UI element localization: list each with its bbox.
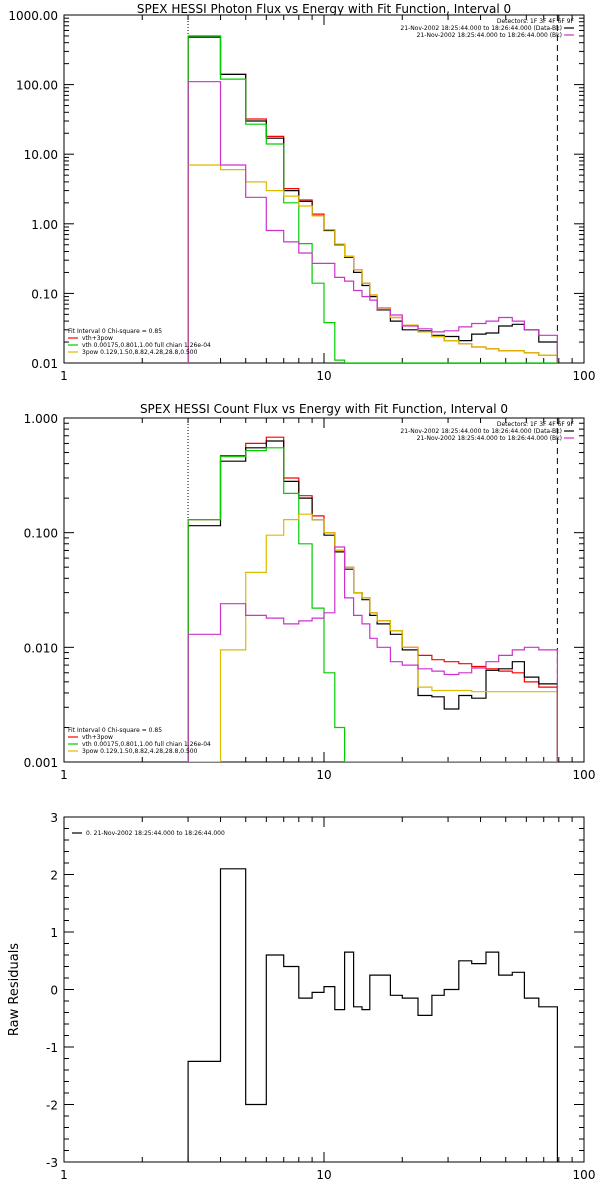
y-tick-label: -3 bbox=[46, 1156, 58, 1170]
y-tick-label: -1 bbox=[46, 1041, 58, 1055]
y-tick-label: 0.001 bbox=[24, 756, 58, 770]
series-data-bk bbox=[187, 36, 558, 363]
y-tick-label: 0 bbox=[50, 984, 58, 998]
legend-header: Fit Interval 0 Chi-square = 0.85 bbox=[68, 727, 162, 734]
series-bk bbox=[187, 81, 558, 363]
chart-title: SPEX HESSI Count Flux vs Energy with Fit… bbox=[140, 402, 508, 416]
series-vth bbox=[187, 447, 558, 762]
legend-entry-label: 3pow 0.129,1.50,8.82,4.28,28.8,0.500 bbox=[82, 748, 198, 755]
series-vth bbox=[187, 35, 558, 363]
series-vth-3pow bbox=[187, 436, 558, 762]
series-vth-3pow bbox=[187, 35, 558, 363]
chart-panel-1: SPEX HESSI Photon Flux vs Energy with Fi… bbox=[8, 2, 595, 383]
y-tick-label: 1000.00 bbox=[8, 9, 58, 23]
legend-header: Fit Interval 0 Chi-square = 0.85 bbox=[68, 328, 162, 335]
y-tick-label: 1 bbox=[50, 926, 58, 940]
y-tick-label: 0.010 bbox=[24, 641, 58, 655]
x-tick-label: 10 bbox=[316, 768, 331, 782]
legend-entry-label: vth 0.00175,0.801,1.00 full chian 1.26e-… bbox=[82, 741, 211, 748]
x-tick-label: 1 bbox=[60, 768, 68, 782]
x-tick-label: 100 bbox=[573, 768, 596, 782]
y-tick-label: 3 bbox=[50, 811, 58, 825]
plot-frame bbox=[63, 417, 585, 763]
series-data-bk bbox=[187, 440, 558, 762]
y-tick-label: 2 bbox=[50, 869, 58, 883]
chart-panel-2: SPEX HESSI Count Flux vs Energy with Fit… bbox=[24, 402, 596, 782]
y-tick-label: 0.10 bbox=[31, 287, 58, 301]
legend-entry-label: 21-Nov-2002 18:25:44.000 to 18:26:44.000… bbox=[400, 428, 562, 435]
legend-entry-label: 21-Nov-2002 18:25:44.000 to 18:26:44.000… bbox=[417, 435, 562, 442]
y-tick-label: 10.00 bbox=[24, 148, 58, 162]
series-3pow bbox=[187, 164, 558, 363]
y-tick-label: 0.01 bbox=[31, 357, 58, 371]
legend-header: Detectors: 1F 3F 4F 6F 9F bbox=[497, 18, 575, 25]
y-tick-label: 1.000 bbox=[24, 412, 58, 426]
x-tick-label: 10 bbox=[316, 369, 331, 383]
legend-header: Detectors: 1F 3F 4F 6F 9F bbox=[497, 421, 575, 428]
y-tick-label: -2 bbox=[46, 1099, 58, 1113]
legend-entry-label: 21-Nov-2002 18:25:44.000 to 18:26:44.000… bbox=[400, 25, 562, 32]
y-axis-label: Raw Residuals bbox=[7, 943, 22, 1036]
series-0-21-nov-2002-18-25-44-000-to-18-26-44-000 bbox=[187, 868, 558, 1162]
y-tick-label: 100.00 bbox=[16, 79, 58, 93]
x-tick-label: 1 bbox=[60, 1168, 68, 1182]
chart-title: SPEX HESSI Photon Flux vs Energy with Fi… bbox=[137, 2, 511, 16]
x-tick-label: 100 bbox=[573, 1168, 596, 1182]
y-tick-label: 1.00 bbox=[31, 218, 58, 232]
legend-entry-label: vth+3pow bbox=[82, 335, 113, 342]
y-tick-label: 0.100 bbox=[24, 527, 58, 541]
legend-entry-label: 3pow 0.129,1.50,8.82,4.28,28.8,0.500 bbox=[82, 349, 198, 356]
legend-entry-label: 0. 21-Nov-2002 18:25:44.000 to 18:26:44.… bbox=[86, 830, 225, 837]
x-tick-label: 10 bbox=[316, 1168, 331, 1182]
series-bk bbox=[187, 546, 558, 762]
series-3pow bbox=[188, 513, 558, 762]
x-tick-label: 100 bbox=[573, 369, 596, 383]
x-tick-label: 1 bbox=[60, 369, 68, 383]
legend-entry-label: vth+3pow bbox=[82, 734, 113, 741]
legend-entry-label: vth 0.00175,0.801,1.00 full chian 1.26e-… bbox=[82, 342, 211, 349]
chart-panel-3: 1 10 100 -3 -2 -1 0 1 2 3 Raw Residuals 0. 21-Nov-2… bbox=[7, 811, 595, 1182]
legend-entry-label: 21-Nov-2002 18:25:44.000 to 18:26:44.000… bbox=[417, 32, 562, 39]
